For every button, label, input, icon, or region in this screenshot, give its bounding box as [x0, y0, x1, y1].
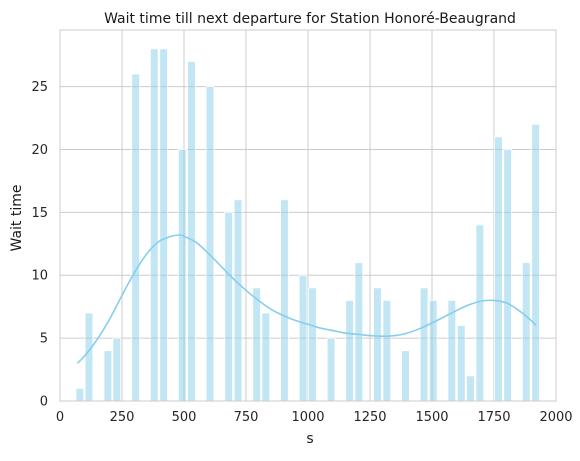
histogram-bar [84, 312, 94, 402]
y-tick-label: 10 [31, 269, 48, 284]
histogram-bar [224, 211, 233, 402]
y-tick-label: 25 [31, 80, 48, 95]
kde-curve-group [76, 234, 537, 364]
histogram-bar [354, 262, 364, 402]
y-tick-label: 0 [40, 395, 48, 410]
histogram-bar [531, 123, 540, 402]
histogram-bar [475, 224, 485, 402]
histogram-bar [233, 199, 243, 402]
y-axis-label: Wait time [9, 185, 25, 252]
histogram-bar [75, 388, 85, 402]
x-tick-label: 1000 [291, 410, 324, 425]
x-tick-label: 750 [234, 410, 259, 425]
histogram-bar [177, 149, 187, 402]
plot-border [59, 29, 557, 402]
histogram-bar [298, 274, 308, 402]
x-tick-label: 500 [172, 410, 197, 425]
x-tick-label: 1750 [477, 410, 510, 425]
plot-frame [59, 29, 557, 402]
x-tick-label: 250 [110, 410, 135, 425]
y-tick-label: 15 [31, 206, 48, 221]
histogram-bar [205, 86, 215, 402]
histogram-bar [419, 287, 429, 402]
histogram-bar [401, 350, 410, 402]
histogram-bar [326, 337, 336, 402]
y-tick-label: 5 [40, 332, 48, 347]
histogram-bar [382, 299, 392, 402]
x-tick-label: 1250 [353, 410, 386, 425]
histogram-bar [112, 337, 122, 402]
histogram-bar [280, 199, 289, 402]
histogram-bar [103, 350, 113, 402]
histogram-bar [447, 299, 457, 402]
tick-labels: 0 250 500 750 1000 1250 1500 1750 2000 0 5 10 15 20 25 [31, 80, 572, 425]
histogram-bar [345, 299, 354, 402]
histogram-bar [428, 299, 438, 402]
x-tick-label: 2000 [539, 410, 572, 425]
histogram-bar [456, 325, 466, 402]
histogram-bar [521, 262, 531, 402]
histogram-bar [131, 73, 140, 402]
histogram-bar [187, 61, 196, 402]
histogram-bar [308, 287, 317, 402]
y-tick-label: 20 [31, 143, 48, 158]
histogram-bar [261, 312, 271, 402]
histogram-bar [494, 136, 503, 402]
histogram-bar [252, 287, 261, 402]
chart-title: Wait time till next departure for Statio… [104, 11, 516, 27]
histogram-bar [149, 48, 159, 402]
histogram-bar [503, 149, 512, 402]
histogram-bar [159, 48, 168, 402]
x-axis-label: s [306, 431, 313, 447]
kde-curve [76, 234, 537, 364]
histogram-bar [466, 375, 475, 402]
histogram-bar [373, 287, 382, 402]
x-tick-label: 1500 [415, 410, 448, 425]
x-tick-label: 0 [56, 410, 64, 425]
